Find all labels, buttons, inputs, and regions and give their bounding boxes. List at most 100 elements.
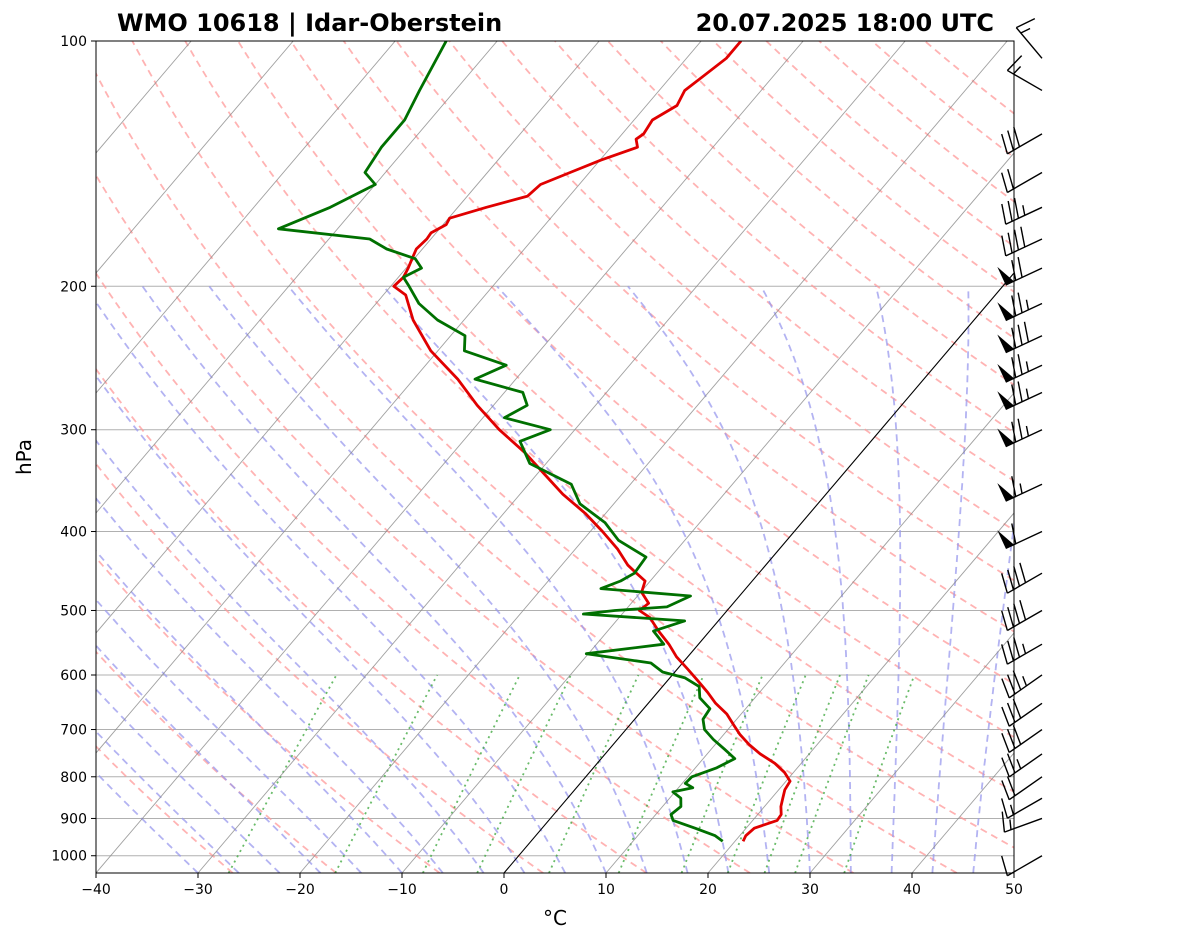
wind-barb-feather-160 bbox=[1007, 200, 1013, 222]
wind-barb-feather-450 bbox=[1013, 566, 1021, 587]
wind-barb-270 bbox=[997, 381, 1043, 410]
wind-barb-shaft-900 bbox=[1004, 817, 1043, 833]
y-tick-label-300: 300 bbox=[60, 423, 87, 439]
isotherm-30 bbox=[809, 632, 1014, 873]
y-tick-label-600: 600 bbox=[60, 668, 87, 684]
y-tick-label-100: 100 bbox=[60, 34, 87, 50]
wind-barb-flag-250 bbox=[997, 364, 1014, 383]
isotherms bbox=[96, 41, 1014, 873]
wind-barb-shaft-600 bbox=[1008, 674, 1043, 699]
wind-barb-feather-700 bbox=[1006, 728, 1016, 749]
mixing-ratio-line-32 bbox=[843, 674, 916, 873]
wind-barb-flag-350 bbox=[997, 483, 1014, 502]
wind-barb-feather-300 bbox=[1011, 421, 1017, 443]
x-tick-label--20: −20 bbox=[285, 882, 315, 898]
wind-barb-shaft-550 bbox=[1007, 643, 1043, 665]
y-tick-label-1000: 1000 bbox=[51, 849, 87, 865]
x-tick-label-50: 50 bbox=[1005, 882, 1023, 898]
wind-barb-half-270 bbox=[1025, 388, 1030, 399]
isotherm--60 bbox=[96, 41, 600, 634]
dry-adiabat-40 bbox=[96, 71, 958, 873]
wind-barb-feather-105 bbox=[1015, 17, 1036, 29]
wind-barb-feather-175 bbox=[1013, 229, 1020, 251]
wind-barb-feather-650 bbox=[1012, 698, 1022, 719]
wind-barb-half-115 bbox=[1012, 66, 1022, 75]
wind-barb-feather-190 bbox=[1017, 257, 1023, 278]
mixing-ratio-line-20 bbox=[763, 674, 841, 873]
dry-adiabat-130 bbox=[554, 41, 1014, 434]
mixing-ratio-lines bbox=[227, 674, 916, 873]
wind-barb-feather-400 bbox=[1011, 523, 1017, 544]
wind-barb-650 bbox=[1001, 698, 1043, 727]
wind-barb-shaft-800 bbox=[1008, 776, 1043, 801]
wind-barb-450 bbox=[1001, 562, 1043, 594]
wind-barb-feather-210 bbox=[1017, 292, 1023, 313]
wind-barb-160 bbox=[1001, 197, 1043, 225]
isotherm--20 bbox=[299, 41, 1008, 873]
wind-barb-feather-500 bbox=[1001, 610, 1009, 631]
moist-adiabat-38 bbox=[875, 286, 902, 873]
dry-adiabat-30 bbox=[96, 173, 854, 873]
isotherm--30 bbox=[197, 41, 906, 873]
plot-frame bbox=[95, 40, 1015, 874]
dry-adiabat-110 bbox=[448, 41, 1014, 532]
wind-barb-feather-500 bbox=[1007, 606, 1015, 628]
wind-barb-half-300 bbox=[1025, 425, 1030, 437]
isotherm--40 bbox=[96, 41, 804, 873]
wind-barb-feather-700 bbox=[1001, 732, 1010, 753]
mixing-ratio-line-3 bbox=[476, 674, 572, 873]
isotherm--80 bbox=[96, 41, 396, 394]
wind-barb-feather-210 bbox=[1011, 295, 1017, 316]
wind-barb-800 bbox=[1001, 776, 1043, 801]
y-axis: 1000 900 800 700 600 500 400 300 200 100 bbox=[51, 34, 96, 865]
wind-barb-shaft-500 bbox=[1007, 609, 1043, 632]
wind-barb-feather-450 bbox=[1001, 573, 1009, 594]
dry-adiabat-50 bbox=[131, 41, 1014, 849]
mixing-ratio-line-1 bbox=[334, 674, 438, 873]
isotherm-40 bbox=[911, 752, 1014, 873]
wind-barb-feather-850 bbox=[1001, 798, 1009, 819]
wind-barb-feather-175 bbox=[1020, 226, 1026, 248]
wind-barb-feather-250 bbox=[1011, 357, 1017, 378]
moist-adiabat-26 bbox=[496, 285, 771, 873]
x-tick-label-0: 0 bbox=[500, 882, 509, 898]
mixing-ratio-line-24 bbox=[794, 674, 870, 873]
wind-barb-shaft-650 bbox=[1008, 702, 1043, 727]
wind-barb-shaft-250 bbox=[1005, 364, 1043, 383]
moist-adiabat-42 bbox=[931, 286, 970, 873]
wind-barb-feather-130 bbox=[1013, 126, 1021, 148]
wind-barb-feather-500 bbox=[1013, 603, 1021, 624]
y-axis-label: hPa bbox=[12, 439, 36, 475]
wind-barb-feather-650 bbox=[1001, 706, 1010, 727]
wind-barbs bbox=[997, 17, 1043, 877]
isotherm-10 bbox=[605, 392, 1014, 873]
x-tick-label-10: 10 bbox=[597, 882, 615, 898]
wind-barb-flag-190 bbox=[997, 266, 1014, 285]
mixing-ratio-line-0.4 bbox=[227, 674, 338, 873]
y-tick-label-500: 500 bbox=[60, 603, 87, 619]
wind-barb-175 bbox=[1001, 226, 1043, 257]
moist-adiabat-22 bbox=[382, 285, 730, 873]
wind-barb-half-350 bbox=[1019, 483, 1023, 494]
wind-barb-feather-600 bbox=[1012, 670, 1022, 691]
wind-barb-feather-750 bbox=[1001, 757, 1010, 778]
moist-adiabat--30 bbox=[96, 771, 199, 873]
dry-adiabat-90 bbox=[342, 41, 1014, 633]
wind-barb-feather-130 bbox=[1001, 133, 1009, 155]
wind-barb-feather-250 bbox=[1017, 354, 1023, 375]
dry-adiabat-190 bbox=[871, 41, 1014, 159]
mixing-ratio-line-16 bbox=[726, 674, 807, 873]
wind-barb-230 bbox=[997, 321, 1043, 354]
moist-adiabats bbox=[96, 285, 1014, 873]
isotherm--10 bbox=[401, 152, 1014, 873]
dry-adiabat--20 bbox=[96, 650, 337, 873]
wind-barb-350 bbox=[997, 476, 1043, 502]
dry-adiabats bbox=[96, 41, 1014, 873]
isotherm-20 bbox=[707, 512, 1014, 873]
wind-barb-half-900 bbox=[1009, 819, 1012, 830]
wind-barb-flag-300 bbox=[997, 428, 1014, 447]
isotherm--70 bbox=[96, 41, 498, 514]
wind-barb-shaft-450 bbox=[1007, 572, 1043, 594]
mixing-ratio-line-8 bbox=[617, 674, 705, 873]
